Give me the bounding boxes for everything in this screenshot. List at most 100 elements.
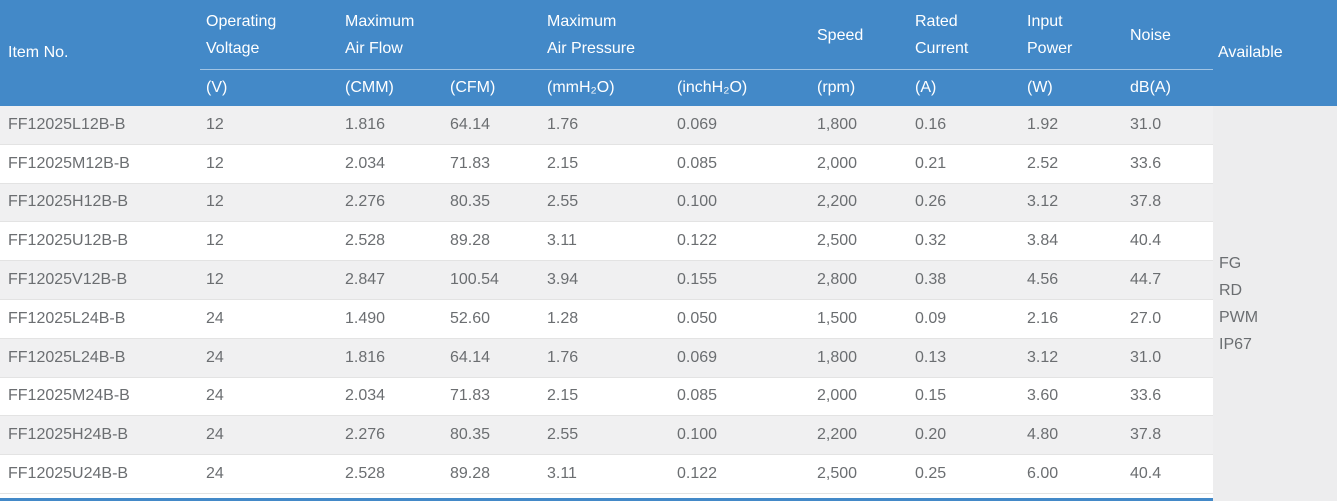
value-cell: 1.92 bbox=[1027, 115, 1059, 133]
value-cell: 24 bbox=[206, 348, 224, 366]
value-cell: 0.26 bbox=[915, 193, 947, 211]
available-panel: FG RD PWM IP67 bbox=[1213, 106, 1337, 501]
value-cell: 24 bbox=[206, 465, 224, 483]
value-cell: 0.38 bbox=[915, 271, 947, 289]
item-no-cell: FF12025H24B-B bbox=[8, 426, 129, 444]
value-cell: 0.050 bbox=[677, 309, 718, 327]
value-cell: 0.09 bbox=[915, 309, 947, 327]
value-cell: 37.8 bbox=[1130, 193, 1162, 211]
value-cell: 0.122 bbox=[677, 232, 718, 250]
table-row: FF12025V12B-B 12 2.847 100.54 3.94 0.155 2,800… bbox=[0, 261, 1213, 300]
value-cell: 2,200 bbox=[817, 426, 858, 444]
value-cell: 1,800 bbox=[817, 115, 858, 133]
value-cell: 2.15 bbox=[547, 154, 579, 172]
table-row: FF12025L24B-B 24 1.490 52.60 1.28 0.050 1,500 0… bbox=[0, 299, 1213, 339]
value-cell: 24 bbox=[206, 309, 224, 327]
table-row: FF12025M24B-B 24 2.034 71.83 2.15 0.085 2,000 0… bbox=[0, 377, 1213, 417]
value-cell: 0.13 bbox=[915, 348, 947, 366]
value-cell: 3.84 bbox=[1027, 232, 1059, 250]
value-cell: 37.8 bbox=[1130, 426, 1162, 444]
value-cell: 0.15 bbox=[915, 387, 947, 405]
value-cell: 2.276 bbox=[345, 426, 386, 444]
value-cell: 33.6 bbox=[1130, 387, 1162, 405]
column-unit-max-air-flow-cfm: (CFM) bbox=[450, 79, 496, 96]
column-unit-max-air-pressure-mmh2o: (mmH₂O) bbox=[547, 79, 615, 96]
value-cell: 1.816 bbox=[345, 348, 386, 366]
table-row: FF12025H12B-B 12 2.276 80.35 2.55 0.100 2,200 0… bbox=[0, 183, 1213, 223]
column-unit-noise: dB(A) bbox=[1130, 79, 1171, 96]
column-header-max-air-pressure-inchh2o bbox=[669, 0, 809, 70]
value-cell: 1,800 bbox=[817, 348, 858, 366]
available-option: RD bbox=[1219, 281, 1243, 299]
value-cell: 0.155 bbox=[677, 271, 718, 289]
available-option: IP67 bbox=[1219, 335, 1252, 353]
value-cell: 1.490 bbox=[345, 309, 386, 327]
column-header-max-air-flow-cfm bbox=[442, 0, 539, 70]
value-cell: 1.76 bbox=[547, 115, 579, 133]
value-cell: 2.528 bbox=[345, 232, 386, 250]
value-cell: 2.16 bbox=[1027, 309, 1059, 327]
value-cell: 2.15 bbox=[547, 387, 579, 405]
value-cell: 2,500 bbox=[817, 232, 858, 250]
table-body: FF12025L12B-B 12 1.816 64.14 1.76 0.069 1,800 0… bbox=[0, 106, 1213, 494]
table-row: FF12025L12B-B 12 1.816 64.14 1.76 0.069 1,800 0… bbox=[0, 106, 1213, 145]
value-cell: 2,000 bbox=[817, 387, 858, 405]
value-cell: 31.0 bbox=[1130, 115, 1162, 133]
column-header-max-air-pressure-mmh2o: Maximum Air Pressure bbox=[547, 13, 636, 57]
item-no-cell: FF12025L12B-B bbox=[8, 115, 126, 133]
value-cell: 0.085 bbox=[677, 387, 718, 405]
value-cell: 3.12 bbox=[1027, 193, 1059, 211]
item-no-cell: FF12025L24B-B bbox=[8, 309, 126, 327]
value-cell: 0.16 bbox=[915, 115, 947, 133]
value-cell: 0.100 bbox=[677, 426, 718, 444]
value-cell: 40.4 bbox=[1130, 465, 1162, 483]
value-cell: 6.00 bbox=[1027, 465, 1059, 483]
value-cell: 71.83 bbox=[450, 154, 491, 172]
value-cell: 0.32 bbox=[915, 232, 947, 250]
item-no-cell: FF12025U24B-B bbox=[8, 465, 129, 483]
item-no-cell: FF12025M24B-B bbox=[8, 387, 130, 405]
value-cell: 2.52 bbox=[1027, 154, 1059, 172]
column-header-item-no: Item No. bbox=[8, 44, 69, 61]
value-cell: 64.14 bbox=[450, 115, 491, 133]
value-cell: 2.847 bbox=[345, 271, 386, 289]
table-row: FF12025M12B-B 12 2.034 71.83 2.15 0.085 2,000 0… bbox=[0, 144, 1213, 184]
value-cell: 52.60 bbox=[450, 309, 491, 327]
column-unit-rated-current: (A) bbox=[915, 79, 937, 96]
value-cell: 2,500 bbox=[817, 465, 858, 483]
value-cell: 1.28 bbox=[547, 309, 579, 327]
value-cell: 27.0 bbox=[1130, 309, 1162, 327]
value-cell: 31.0 bbox=[1130, 348, 1162, 366]
item-no-cell: FF12025L24B-B bbox=[8, 348, 126, 366]
value-cell: 3.11 bbox=[547, 232, 577, 250]
value-cell: 12 bbox=[206, 115, 224, 133]
column-unit-input-power: (W) bbox=[1027, 79, 1053, 96]
value-cell: 2,800 bbox=[817, 271, 858, 289]
value-cell: 2,000 bbox=[817, 154, 858, 172]
item-no-cell: FF12025V12B-B bbox=[8, 271, 128, 289]
column-header-available: Available bbox=[1218, 44, 1283, 61]
value-cell: 80.35 bbox=[450, 193, 491, 211]
value-cell: 12 bbox=[206, 154, 224, 172]
header-units-row: (V) (CMM) (CFM) (mmH₂O) (inchH₂O) (rpm) (A) (W)… bbox=[198, 70, 1213, 106]
value-cell: 40.4 bbox=[1130, 232, 1162, 250]
value-cell: 2,200 bbox=[817, 193, 858, 211]
available-option: FG bbox=[1219, 254, 1242, 272]
value-cell: 2.55 bbox=[547, 193, 579, 211]
value-cell: 24 bbox=[206, 426, 224, 444]
value-cell: 3.60 bbox=[1027, 387, 1059, 405]
value-cell: 2.276 bbox=[345, 193, 386, 211]
table-header: Item No. Operating Voltage Maximum Air Flow… bbox=[0, 0, 1337, 106]
value-cell: 0.20 bbox=[915, 426, 947, 444]
value-cell: 1.76 bbox=[547, 348, 579, 366]
value-cell: 2.034 bbox=[345, 154, 386, 172]
value-cell: 89.28 bbox=[450, 232, 491, 250]
value-cell: 0.085 bbox=[677, 154, 718, 172]
value-cell: 71.83 bbox=[450, 387, 491, 405]
value-cell: 0.25 bbox=[915, 465, 947, 483]
value-cell: 100.54 bbox=[450, 271, 499, 289]
value-cell: 2.55 bbox=[547, 426, 579, 444]
column-unit-max-air-pressure-inchh2o: (inchH₂O) bbox=[677, 79, 748, 96]
value-cell: 12 bbox=[206, 271, 224, 289]
